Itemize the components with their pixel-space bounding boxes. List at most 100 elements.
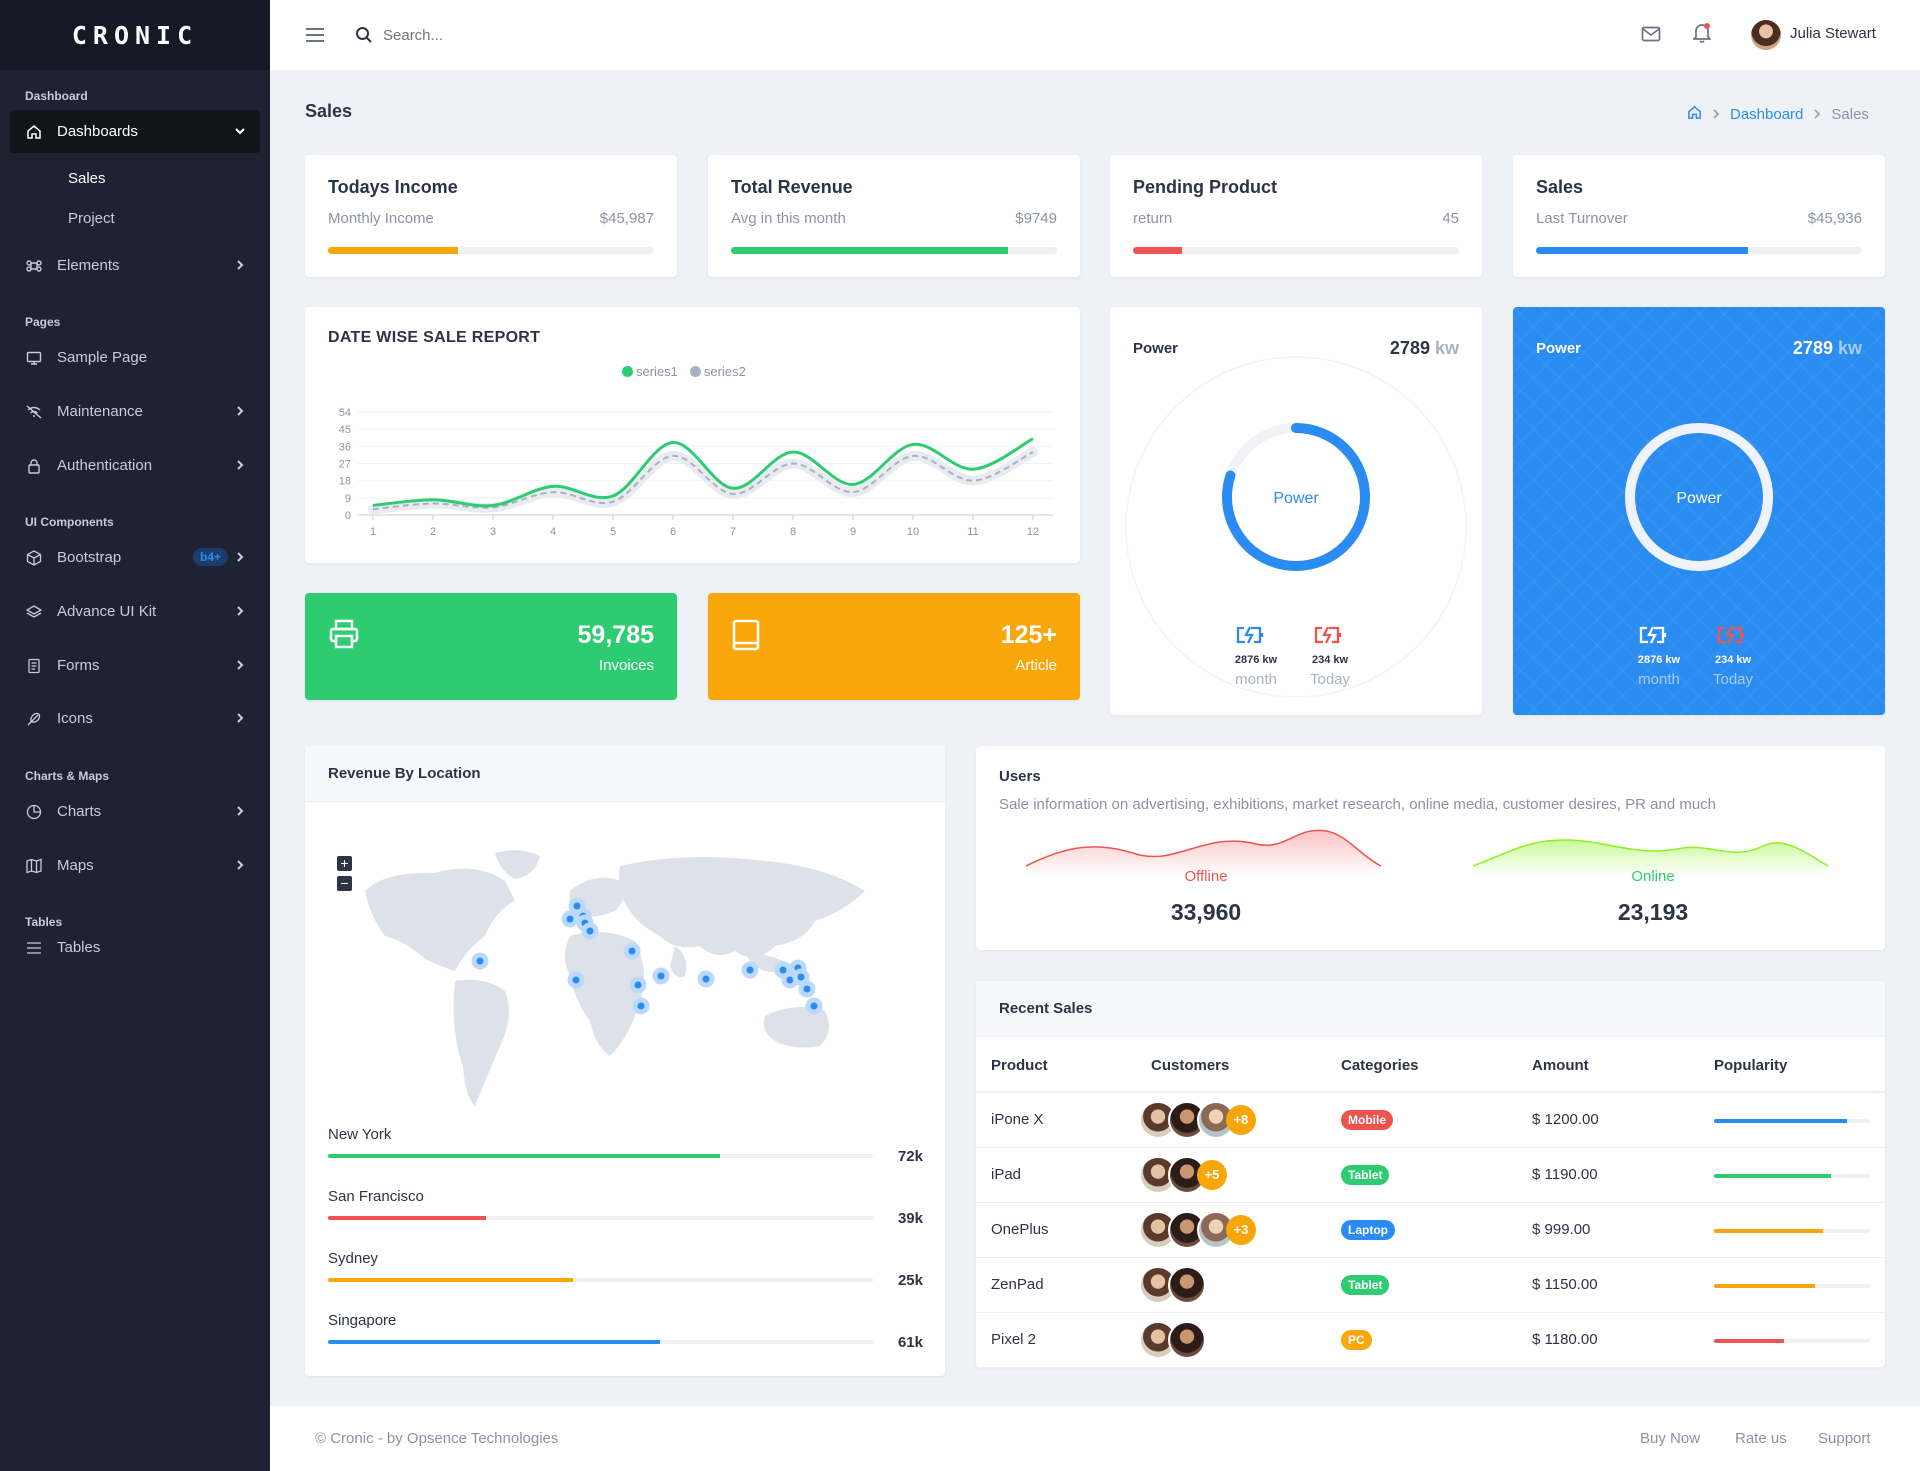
category-badge: Mobile [1341, 1110, 1393, 1130]
sidebar-subitem-sales[interactable]: Sales [68, 170, 106, 187]
map-marker[interactable] [798, 980, 816, 998]
home-icon[interactable] [1687, 105, 1702, 124]
city-row: Singapore 61k [328, 1312, 923, 1352]
zoom-in-button[interactable]: + [337, 856, 352, 871]
map-marker[interactable] [581, 922, 599, 940]
printer-icon [328, 619, 360, 654]
more-customers-badge[interactable]: +8 [1226, 1105, 1256, 1135]
table-row[interactable]: OnePlus +3 Laptop $ 999.00 [976, 1203, 1885, 1258]
map-marker[interactable] [623, 942, 641, 960]
map-marker[interactable] [697, 970, 715, 988]
x-tick-label: 2 [430, 526, 436, 538]
power-unit: kw [1837, 338, 1862, 358]
map-marker[interactable] [561, 910, 579, 928]
hamburger-icon[interactable] [305, 26, 325, 49]
sidebar-item-dashboards[interactable]: Dashboards [10, 110, 260, 153]
tile-label: Article [1015, 657, 1057, 674]
table-row[interactable]: ZenPad Tablet $ 1150.00 [976, 1258, 1885, 1313]
map-marker[interactable] [741, 961, 759, 979]
map-marker[interactable] [652, 967, 670, 985]
monitor-icon [25, 349, 43, 367]
more-customers-badge[interactable]: +3 [1226, 1215, 1256, 1245]
sidebar-item-maps[interactable]: Maps [10, 844, 260, 887]
legend-swatch [689, 366, 701, 377]
stat-progress-track [731, 247, 1057, 254]
map-marker[interactable] [471, 952, 489, 970]
sidebar-item-tables[interactable]: Tables [10, 936, 260, 958]
popularity-track [1714, 1229, 1870, 1233]
user-name[interactable]: Julia Stewart [1790, 25, 1876, 42]
power-ring [1625, 423, 1773, 571]
map-marker[interactable] [568, 897, 586, 915]
stat-subtitle: Monthly Income [328, 210, 434, 227]
stat-progress-fill [1133, 247, 1182, 254]
footer-link-rate-us[interactable]: Rate us [1735, 1430, 1787, 1447]
legend-item-series2[interactable]: series2 [689, 364, 746, 379]
popularity-fill [1714, 1229, 1824, 1233]
more-customers-badge[interactable]: +5 [1197, 1160, 1227, 1190]
column-header[interactable]: Popularity [1714, 1057, 1788, 1074]
category-badge: PC [1341, 1330, 1372, 1350]
tile-value: 125+ [1000, 621, 1057, 649]
invoices-tile[interactable]: 59,785 Invoices [305, 593, 677, 700]
footer-link-support[interactable]: Support [1818, 1430, 1871, 1447]
column-header[interactable]: Customers [1151, 1057, 1230, 1074]
sidebar-item-authentication[interactable]: Authentication [10, 444, 260, 487]
map-marker[interactable] [805, 997, 823, 1015]
legend-item-series1[interactable]: series1 [622, 364, 678, 379]
x-tick-label: 3 [490, 526, 496, 538]
sidebar-item-charts[interactable]: Charts [10, 790, 260, 833]
map-marker[interactable] [567, 971, 585, 989]
online-sparkline [1473, 839, 1829, 876]
sidebar-item-icons[interactable]: Icons [10, 697, 260, 740]
map-marker[interactable] [632, 997, 650, 1015]
popularity-fill [1714, 1284, 1816, 1288]
mail-icon[interactable] [1641, 25, 1661, 48]
world-map [365, 850, 865, 1106]
sidebar-item-maintenance[interactable]: Maintenance [10, 390, 260, 433]
breadcrumb-dashboard[interactable]: Dashboard [1730, 106, 1804, 123]
sidebar-item-sample-page[interactable]: Sample Page [10, 336, 260, 379]
footer-copyright: © Cronic - by Opsence Technologies [315, 1430, 559, 1447]
column-header[interactable]: Product [991, 1057, 1048, 1074]
table-header: Product Customers Categories Amount Popu… [976, 1037, 1885, 1093]
card-header: Recent Sales [976, 981, 1885, 1037]
table-row[interactable]: iPad +5 Tablet $ 1190.00 [976, 1148, 1885, 1203]
footer: © Cronic - by Opsence Technologies Buy N… [270, 1406, 1920, 1471]
customer-avatar[interactable] [1139, 1321, 1177, 1359]
sidebar-item-elements[interactable]: Elements [10, 244, 260, 287]
sidebar-item-forms[interactable]: Forms [10, 644, 260, 687]
stat-value: $45,936 [1807, 210, 1862, 227]
map-marker[interactable] [629, 976, 647, 994]
x-tick-label: 4 [550, 526, 556, 538]
zoom-out-button[interactable]: − [337, 876, 352, 891]
offline-label: Offline [1184, 868, 1228, 885]
column-header[interactable]: Categories [1341, 1057, 1419, 1074]
power-value-wrap: 2789 kw [1793, 338, 1862, 359]
bell-icon[interactable] [1691, 22, 1713, 49]
city-name: Sydney [328, 1250, 379, 1267]
sidebar-item-bootstrap[interactable]: Bootstrap b4+ [10, 536, 260, 579]
customer-avatar[interactable] [1168, 1266, 1206, 1304]
stat-progress-fill [731, 247, 1009, 254]
x-tick-label: 7 [730, 526, 736, 538]
amount: $ 1200.00 [1532, 1111, 1599, 1128]
column-header[interactable]: Amount [1532, 1057, 1589, 1074]
app-logo[interactable]: CRONIC [0, 0, 270, 70]
power-value: 2789 [1389, 338, 1430, 358]
sidebar-item-advance-ui-kit[interactable]: Advance UI Kit [10, 590, 260, 633]
sidebar-subitem-project[interactable]: Project [68, 210, 115, 227]
search-input[interactable] [383, 22, 683, 48]
footer-link-buy-now[interactable]: Buy Now [1640, 1430, 1701, 1447]
table-row[interactable]: iPone X +8 Mobile $ 1200.00 [976, 1093, 1885, 1148]
sparkline-line [1473, 839, 1829, 867]
city-value: 72k [897, 1148, 923, 1165]
y-tick-label: 36 [339, 441, 351, 453]
home-icon [25, 123, 43, 141]
article-tile[interactable]: 125+ Article [708, 593, 1080, 700]
table-row[interactable]: Pixel 2 PC $ 1180.00 [976, 1313, 1885, 1368]
avatar[interactable] [1751, 20, 1781, 50]
customer-avatar[interactable] [1168, 1321, 1206, 1359]
popularity-fill [1714, 1174, 1831, 1178]
power-value-wrap: 2789 kw [1390, 338, 1459, 359]
